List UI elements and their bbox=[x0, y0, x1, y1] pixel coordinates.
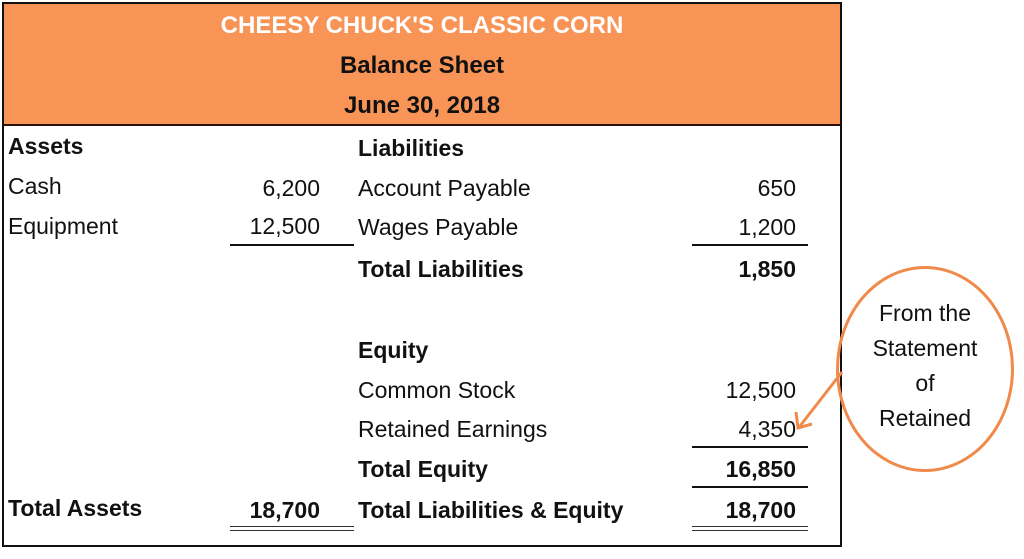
asset-value-equipment: 12,500 bbox=[249, 213, 320, 239]
asset-subtotal-rule bbox=[230, 244, 354, 246]
total-liabilities-label: Total Liabilities bbox=[358, 256, 524, 282]
liabilities-heading: Liabilities bbox=[358, 135, 465, 161]
equity-label-common-stock: Common Stock bbox=[358, 377, 516, 403]
total-equity-value: 16,850 bbox=[725, 456, 796, 482]
callout-text: From the Statement of Retained bbox=[836, 296, 1014, 436]
liabilities-subtotal-rule bbox=[692, 244, 808, 246]
grand-total-label: Total Liabilities & Equity bbox=[358, 497, 624, 523]
total-assets-label: Total Assets bbox=[8, 495, 143, 521]
company-name: CHEESY CHUCK'S CLASSIC CORN bbox=[220, 12, 624, 39]
equity-heading: Equity bbox=[358, 337, 429, 363]
callout-line-2: Statement bbox=[872, 335, 978, 361]
liability-value-ap: 650 bbox=[757, 175, 796, 201]
equity-subtotal-rule bbox=[692, 446, 808, 448]
liability-label-ap: Account Payable bbox=[358, 175, 531, 201]
equity-label-retained-earnings: Retained Earnings bbox=[358, 416, 548, 442]
callout-line-4: Retained bbox=[878, 405, 972, 431]
callout-line-1: From the bbox=[878, 300, 972, 326]
balance-sheet: CHEESY CHUCK'S CLASSIC CORN Balance Shee… bbox=[2, 2, 842, 547]
asset-label-cash: Cash bbox=[8, 173, 62, 199]
grand-total-double-rule bbox=[692, 526, 808, 531]
total-equity-rule bbox=[692, 486, 808, 488]
callout-ellipse bbox=[836, 266, 1014, 472]
arrow-icon bbox=[794, 371, 844, 430]
equity-value-retained-earnings: 4,350 bbox=[738, 416, 796, 442]
total-assets-value: 18,700 bbox=[249, 497, 320, 523]
total-assets-double-rule bbox=[230, 526, 354, 531]
grand-total-value: 18,700 bbox=[725, 497, 796, 523]
statement-title: Balance Sheet bbox=[339, 52, 505, 79]
asset-value-cash: 6,200 bbox=[262, 175, 320, 201]
liability-label-wages: Wages Payable bbox=[358, 214, 519, 240]
total-equity-label: Total Equity bbox=[358, 456, 488, 482]
callout-line-3: of bbox=[915, 370, 935, 396]
assets-heading: Assets bbox=[8, 133, 84, 159]
asset-label-equipment: Equipment bbox=[8, 213, 118, 239]
total-liabilities-value: 1,850 bbox=[738, 256, 796, 282]
sheet-header: CHEESY CHUCK'S CLASSIC CORN Balance Shee… bbox=[4, 4, 840, 126]
liability-value-wages: 1,200 bbox=[738, 214, 796, 240]
statement-date: June 30, 2018 bbox=[343, 92, 501, 119]
equity-value-common-stock: 12,500 bbox=[725, 377, 796, 403]
